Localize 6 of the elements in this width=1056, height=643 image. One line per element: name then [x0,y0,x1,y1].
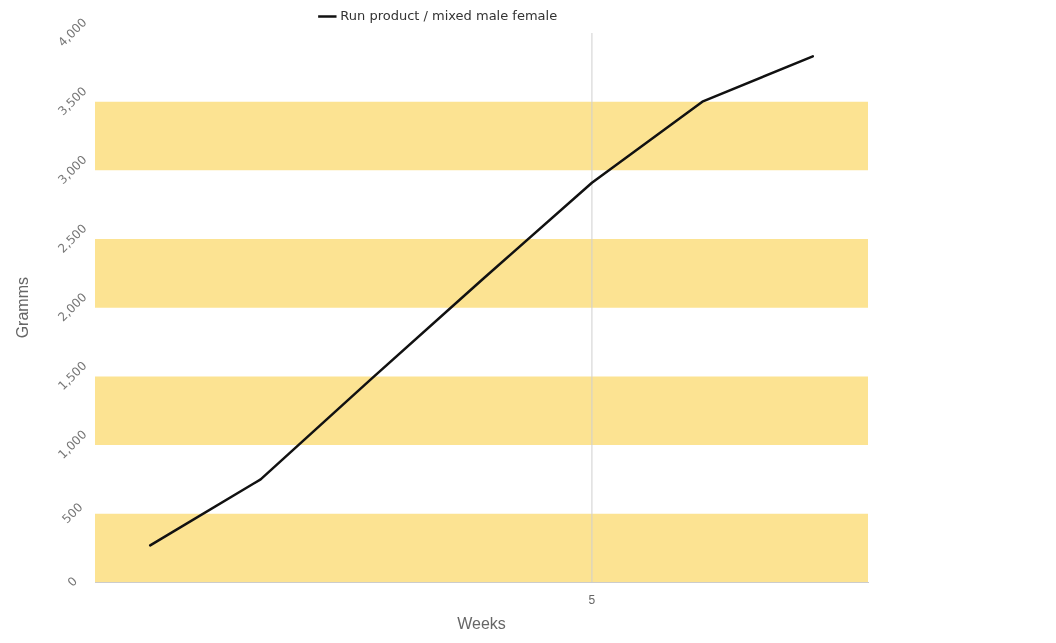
y-tick-label: 0 [64,574,81,590]
x-tick-label: 5 [588,592,596,607]
legend-label: Run product / mixed male female [340,7,558,23]
y-tick-label: 500 [59,500,86,527]
x-axis-title: Weeks [457,614,506,632]
y-axis-title: Gramms [14,277,32,339]
